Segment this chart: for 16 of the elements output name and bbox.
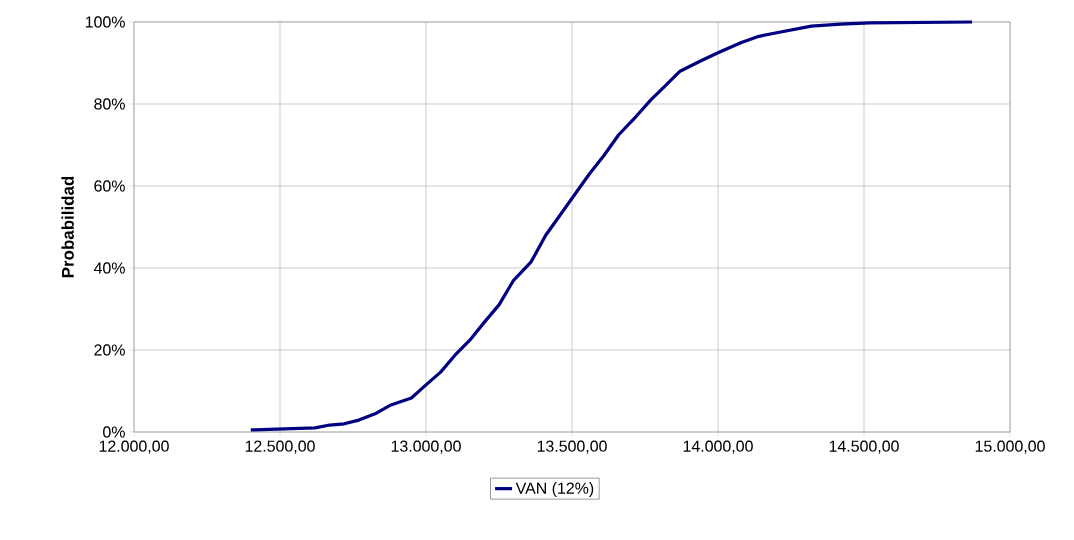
x-tick-label: 13.000,00 (391, 440, 461, 454)
legend-label: VAN (12%) (515, 482, 594, 497)
y-tick-label: 0% (103, 426, 125, 438)
y-axis-title: Probabilidad (61, 176, 74, 278)
x-tick-label: 14.500,00 (829, 440, 899, 454)
y-tick-label: 100% (85, 16, 125, 28)
y-tick-label: 60% (94, 180, 125, 192)
y-tick-label: 20% (94, 344, 125, 356)
y-tick-label: 40% (93, 262, 125, 274)
x-tick-label: 15.000,00 (975, 440, 1045, 454)
y-tick-label: 80% (94, 98, 125, 110)
x-tick-label: 12.500,00 (245, 440, 315, 454)
x-tick-label: 12.000,00 (99, 440, 169, 454)
x-tick-label: 14.000,00 (683, 440, 753, 454)
x-tick-label: 13.500,00 (537, 440, 607, 454)
line-series (249, 20, 974, 432)
